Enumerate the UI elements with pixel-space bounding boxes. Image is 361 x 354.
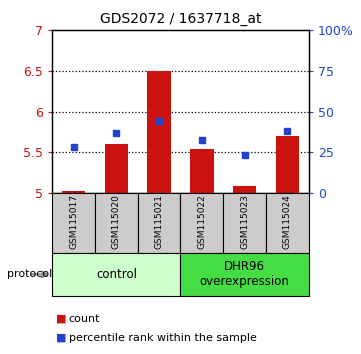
Bar [266, 193, 309, 253]
Bar [95, 193, 138, 253]
Text: DHR96
overexpression: DHR96 overexpression [200, 260, 290, 289]
Text: GSM115024: GSM115024 [283, 194, 292, 249]
Text: GSM115023: GSM115023 [240, 194, 249, 249]
Bar [52, 193, 95, 253]
Text: GSM115017: GSM115017 [69, 194, 78, 249]
Bar [105, 144, 128, 193]
Bar [180, 253, 309, 296]
Bar [275, 136, 299, 193]
Bar [223, 193, 266, 253]
Bar [147, 71, 171, 193]
Text: control: control [96, 268, 137, 281]
Bar [233, 187, 256, 193]
Text: ■: ■ [56, 333, 66, 343]
Bar [138, 193, 180, 253]
Text: GSM115020: GSM115020 [112, 194, 121, 249]
Bar [190, 149, 214, 193]
Text: GSM115022: GSM115022 [197, 194, 206, 249]
Text: percentile rank within the sample: percentile rank within the sample [69, 333, 256, 343]
Text: count: count [69, 314, 100, 324]
Text: protocol: protocol [7, 269, 52, 279]
Text: ■: ■ [56, 314, 66, 324]
Title: GDS2072 / 1637718_at: GDS2072 / 1637718_at [100, 12, 261, 26]
Bar [62, 191, 86, 193]
Bar [52, 253, 180, 296]
Text: GSM115021: GSM115021 [155, 194, 164, 249]
Bar [180, 193, 223, 253]
